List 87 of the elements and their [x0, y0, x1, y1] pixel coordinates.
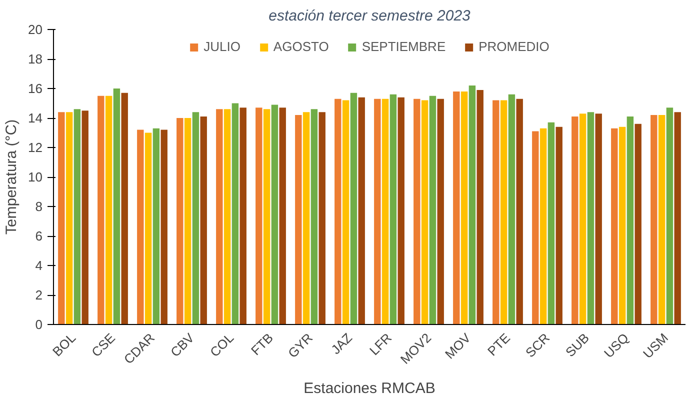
y-tick-label: 18 — [28, 52, 43, 66]
bar — [674, 112, 681, 324]
y-tick-label: 16 — [28, 81, 43, 96]
bar — [334, 98, 342, 324]
bar — [548, 122, 555, 324]
y-tick-label: 10 — [28, 170, 43, 184]
bar — [532, 131, 539, 324]
bar — [144, 132, 152, 324]
bar — [216, 109, 223, 324]
bar — [74, 109, 81, 324]
bar — [98, 96, 104, 324]
bar — [271, 104, 278, 324]
bar — [414, 98, 420, 324]
bar — [302, 112, 310, 324]
bar — [572, 116, 578, 324]
bar — [121, 92, 128, 324]
bar — [350, 92, 358, 324]
bar — [232, 103, 239, 324]
bar — [492, 100, 500, 324]
bar — [618, 126, 626, 324]
bar — [374, 98, 381, 324]
bar — [256, 108, 262, 324]
bar — [595, 114, 602, 324]
bar — [66, 112, 73, 324]
y-tick-label: 6 — [35, 228, 43, 244]
x-tick-label: LFR — [366, 330, 395, 358]
bar — [500, 100, 508, 324]
bar — [240, 108, 246, 324]
x-axis-title: Estaciones RMCAB — [304, 380, 436, 398]
bar — [160, 130, 168, 324]
bar — [556, 126, 562, 324]
bar — [318, 112, 326, 324]
bar — [279, 108, 286, 324]
bar — [508, 94, 516, 324]
bar — [152, 128, 160, 324]
bar — [105, 96, 112, 324]
chart-title: estación tercer semestre 2023 — [268, 8, 472, 24]
x-tick-label: COL — [207, 330, 237, 360]
y-tick-label: 14 — [28, 110, 43, 126]
bar — [658, 115, 666, 324]
y-axis-title: Temperatura (°C) — [3, 119, 20, 235]
y-tick-label: 0 — [35, 317, 43, 332]
x-tick-label: JAZ — [328, 330, 356, 358]
legend-label: SEPTIEMBRE — [362, 39, 446, 54]
bar — [137, 130, 144, 324]
bar — [587, 112, 594, 324]
bar — [176, 118, 184, 324]
bar — [429, 96, 436, 324]
bar — [358, 97, 365, 324]
bar — [263, 109, 270, 324]
bar — [650, 115, 658, 324]
bar — [634, 124, 642, 324]
legend-label: JULIO — [204, 39, 240, 54]
bar — [666, 108, 674, 324]
bar — [310, 109, 318, 324]
bar — [626, 116, 634, 324]
bar — [295, 115, 302, 324]
bar — [192, 112, 200, 324]
bar — [468, 86, 476, 324]
bar — [82, 110, 88, 324]
bar — [453, 91, 460, 324]
bar — [611, 128, 618, 324]
bar — [224, 109, 231, 324]
bar — [382, 98, 389, 324]
y-tick-label: 8 — [35, 199, 43, 214]
bar — [58, 112, 65, 324]
bar — [460, 91, 468, 324]
bar — [579, 114, 586, 324]
bar — [200, 116, 207, 324]
bar — [540, 128, 547, 324]
y-tick-label: 4 — [35, 258, 43, 273]
x-tick-label: FTB — [248, 330, 276, 358]
bar — [437, 98, 444, 324]
bar — [342, 100, 350, 324]
legend-label: AGOSTO — [273, 39, 329, 54]
bar — [398, 97, 404, 324]
x-tick-label: BOL — [50, 330, 79, 360]
bar — [516, 98, 523, 324]
bar — [113, 88, 120, 324]
y-tick-label: 12 — [28, 140, 43, 155]
y-tick-label: 2 — [35, 288, 43, 302]
bar — [184, 118, 192, 324]
y-tick-label: 20 — [28, 22, 43, 37]
bar — [476, 90, 484, 324]
bar — [390, 94, 397, 324]
legend-label: PROMEDIO — [478, 39, 550, 54]
bar — [421, 100, 428, 324]
